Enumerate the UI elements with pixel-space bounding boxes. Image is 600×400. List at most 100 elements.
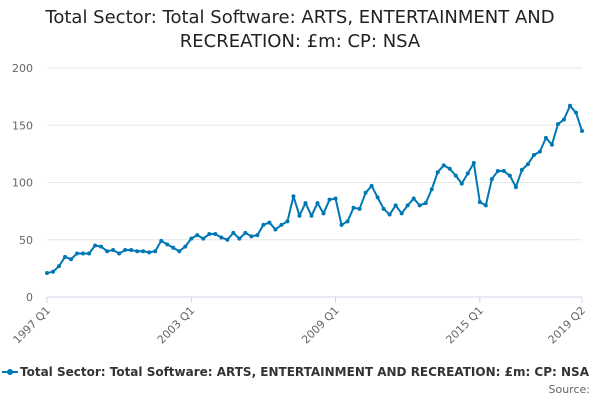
- data-point[interactable]: [465, 171, 470, 176]
- data-point[interactable]: [243, 230, 248, 235]
- data-point[interactable]: [249, 234, 254, 239]
- data-point[interactable]: [453, 173, 458, 178]
- data-point[interactable]: [57, 264, 62, 269]
- data-point[interactable]: [291, 194, 296, 199]
- data-point[interactable]: [99, 244, 104, 249]
- data-point[interactable]: [153, 249, 158, 254]
- data-point[interactable]: [123, 248, 128, 253]
- data-point[interactable]: [543, 135, 548, 140]
- data-point[interactable]: [345, 219, 350, 224]
- data-point[interactable]: [69, 257, 74, 262]
- data-point[interactable]: [63, 254, 68, 259]
- data-point[interactable]: [477, 199, 482, 204]
- data-point[interactable]: [483, 203, 488, 208]
- data-point[interactable]: [147, 250, 152, 255]
- data-point[interactable]: [495, 169, 500, 174]
- data-point[interactable]: [537, 149, 542, 154]
- data-point[interactable]: [267, 220, 272, 225]
- data-point[interactable]: [165, 242, 170, 247]
- data-point[interactable]: [309, 213, 314, 218]
- x-tick-label: 2019 Q2: [546, 304, 589, 347]
- data-point[interactable]: [405, 203, 410, 208]
- x-tick-label: 2009 Q1: [299, 304, 342, 347]
- data-point[interactable]: [459, 181, 464, 186]
- data-point[interactable]: [387, 212, 392, 217]
- legend[interactable]: Total Sector: Total Software: ARTS, ENTE…: [0, 364, 600, 382]
- data-point[interactable]: [327, 197, 332, 202]
- data-point[interactable]: [531, 153, 536, 158]
- data-point[interactable]: [429, 187, 434, 192]
- data-point[interactable]: [207, 232, 212, 237]
- data-point[interactable]: [561, 117, 566, 122]
- data-point[interactable]: [225, 237, 230, 242]
- data-point[interactable]: [105, 249, 110, 254]
- data-point[interactable]: [195, 233, 200, 238]
- data-point[interactable]: [417, 203, 422, 208]
- data-point[interactable]: [369, 183, 374, 188]
- data-point[interactable]: [381, 206, 386, 211]
- data-point[interactable]: [51, 269, 56, 274]
- data-point[interactable]: [177, 249, 182, 254]
- data-point[interactable]: [261, 222, 266, 227]
- data-point[interactable]: [255, 233, 260, 238]
- data-point[interactable]: [285, 219, 290, 224]
- data-point[interactable]: [111, 248, 116, 253]
- data-point[interactable]: [549, 142, 554, 147]
- data-point[interactable]: [279, 222, 284, 227]
- data-point[interactable]: [567, 103, 572, 108]
- legend-label: Total Sector: Total Software: ARTS, ENTE…: [20, 365, 589, 379]
- data-point[interactable]: [519, 167, 524, 172]
- data-point[interactable]: [339, 222, 344, 227]
- data-point[interactable]: [273, 227, 278, 232]
- data-point[interactable]: [525, 162, 530, 167]
- data-point[interactable]: [351, 205, 356, 210]
- data-point[interactable]: [393, 203, 398, 208]
- data-point[interactable]: [93, 243, 98, 248]
- data-point[interactable]: [171, 245, 176, 250]
- series-line[interactable]: [46, 104, 583, 274]
- data-point[interactable]: [447, 166, 452, 171]
- y-tick-label: 200: [12, 62, 33, 75]
- data-point[interactable]: [573, 110, 578, 115]
- data-point[interactable]: [333, 196, 338, 201]
- x-tick-label: 1997 Q1: [11, 304, 54, 347]
- data-point[interactable]: [507, 173, 512, 178]
- data-point[interactable]: [219, 235, 224, 240]
- data-point[interactable]: [375, 195, 380, 200]
- data-point[interactable]: [411, 196, 416, 201]
- data-point[interactable]: [87, 251, 92, 256]
- data-point[interactable]: [501, 169, 506, 174]
- data-point[interactable]: [237, 236, 242, 241]
- data-point[interactable]: [423, 201, 428, 206]
- data-point[interactable]: [201, 236, 206, 241]
- data-point[interactable]: [513, 185, 518, 190]
- data-point[interactable]: [213, 232, 218, 237]
- data-point[interactable]: [117, 251, 122, 256]
- data-point[interactable]: [159, 238, 164, 243]
- data-point[interactable]: [183, 244, 188, 249]
- data-point[interactable]: [81, 251, 86, 256]
- data-point[interactable]: [580, 128, 584, 133]
- data-point[interactable]: [555, 122, 560, 127]
- data-point[interactable]: [435, 170, 440, 175]
- data-point[interactable]: [189, 236, 194, 241]
- data-point[interactable]: [45, 270, 49, 275]
- series-line-group[interactable]: [45, 103, 584, 275]
- x-tick-label: 2015 Q1: [443, 304, 486, 347]
- data-point[interactable]: [489, 177, 494, 182]
- data-point[interactable]: [129, 248, 134, 253]
- data-point[interactable]: [135, 249, 140, 254]
- data-point[interactable]: [471, 161, 476, 166]
- data-point[interactable]: [141, 249, 146, 254]
- data-point[interactable]: [399, 211, 404, 216]
- data-point[interactable]: [231, 230, 236, 235]
- data-point[interactable]: [357, 206, 362, 211]
- data-point[interactable]: [75, 251, 80, 256]
- data-point[interactable]: [363, 190, 368, 195]
- data-point[interactable]: [321, 211, 326, 216]
- data-point[interactable]: [441, 163, 446, 168]
- data-point[interactable]: [297, 213, 302, 218]
- data-point[interactable]: [303, 201, 308, 206]
- data-point[interactable]: [315, 201, 320, 206]
